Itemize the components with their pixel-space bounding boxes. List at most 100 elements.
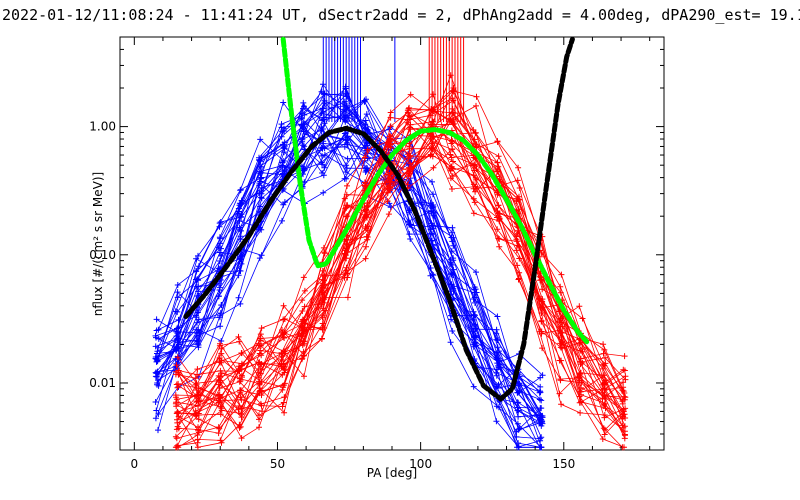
red-data-point (215, 381, 222, 388)
red-data-point (538, 310, 545, 316)
y-axis-label: nflux [#/(cm² s sr MeV)] (91, 172, 105, 316)
blue-data-point (237, 300, 244, 307)
blue-data-point (301, 111, 308, 118)
blue-data-point (298, 115, 305, 122)
red-data-point (236, 367, 243, 374)
blue-data-point (361, 97, 368, 104)
blue-data-point (195, 252, 201, 259)
blue-data-point (218, 338, 225, 344)
blue-data-point (430, 231, 436, 238)
red-data-point (194, 436, 201, 443)
blue-data-point (470, 316, 477, 323)
blue-data-point (154, 380, 161, 386)
red-data-point (193, 387, 200, 393)
red-data-point (602, 354, 608, 361)
red-data-point (619, 422, 626, 429)
red-data-point (601, 431, 608, 438)
red-data-point (447, 72, 454, 79)
red-data-point (404, 119, 411, 126)
red-data-point (406, 113, 413, 120)
red-data-trace (178, 123, 626, 403)
red-data-point (301, 287, 308, 294)
blue-data-point (235, 294, 242, 301)
red-data-point (601, 385, 608, 392)
red-data-point (300, 274, 307, 281)
red-data-point (599, 436, 606, 442)
blue-data-point (257, 136, 264, 143)
red-data-point (600, 372, 607, 379)
red-data-point (174, 416, 180, 423)
red-data-point (619, 387, 626, 394)
red-data-point (429, 153, 436, 160)
blue-data-point (152, 415, 159, 422)
red-data-point (407, 91, 414, 98)
red-data-point (472, 130, 479, 137)
red-data-point (494, 168, 501, 175)
blue-data-point (514, 420, 521, 427)
red-data-point (344, 294, 351, 301)
red-data-trace (176, 134, 626, 439)
blue-data-point (217, 240, 223, 247)
red-data-point (450, 97, 457, 104)
blue-data-point (448, 248, 455, 255)
red-data-point (299, 297, 306, 304)
blue-data-point (470, 383, 477, 390)
red-data-point (601, 412, 608, 418)
red-data-point (557, 344, 564, 351)
red-data-point (494, 138, 501, 145)
blue-data-point (537, 412, 544, 419)
red-data-point (280, 302, 287, 309)
red-data-point (257, 400, 264, 407)
blue-data-point (344, 133, 351, 140)
red-data-point (173, 381, 180, 388)
blue-data-point (430, 191, 436, 198)
red-data-point (281, 329, 288, 336)
red-data-point (174, 409, 181, 416)
red-data-point (194, 371, 201, 378)
blue-data-point (537, 405, 544, 412)
red-data-trace (178, 128, 624, 418)
blue-data-point (215, 265, 222, 272)
red-data-point (515, 164, 522, 171)
blue-data-point (472, 299, 478, 306)
red-data-point (364, 146, 371, 153)
red-data-point (172, 433, 179, 440)
blue-data-point (341, 98, 348, 105)
red-data-point (301, 303, 308, 310)
red-data-point (237, 423, 244, 430)
blue-data-point (537, 388, 543, 395)
blue-data-point (472, 326, 479, 333)
red-data-point (237, 394, 244, 401)
blue-data-point (319, 145, 326, 152)
red-data-point (449, 146, 456, 153)
red-data-point (319, 271, 326, 278)
red-data-point (619, 444, 626, 451)
red-data-point (557, 289, 564, 296)
red-data-point (430, 91, 437, 98)
red-data-point (362, 255, 369, 262)
red-data-point (576, 388, 583, 395)
blue-data-point (174, 282, 181, 288)
red-data-point (216, 425, 223, 432)
blue-data-point (217, 219, 224, 225)
red-data-point (513, 247, 520, 254)
red-data-point (321, 307, 328, 314)
red-data-point (344, 202, 351, 209)
blue-data-point (256, 190, 263, 197)
red-data-point (559, 315, 566, 321)
red-data-point (387, 123, 394, 130)
blue-data-point (319, 170, 326, 176)
blue-data-point (195, 316, 202, 323)
blue-data-point (279, 164, 286, 171)
red-data-point (495, 210, 502, 217)
blue-data-point (238, 227, 244, 234)
red-data-point (281, 363, 288, 370)
blue-data-point (318, 128, 325, 134)
blue-data-point (258, 175, 265, 182)
red-data-point (471, 161, 478, 168)
red-data-point (238, 350, 245, 357)
red-data-point (449, 110, 456, 116)
blue-data-point (152, 373, 159, 380)
blue-data-point (237, 253, 244, 260)
red-data-point (600, 341, 607, 348)
